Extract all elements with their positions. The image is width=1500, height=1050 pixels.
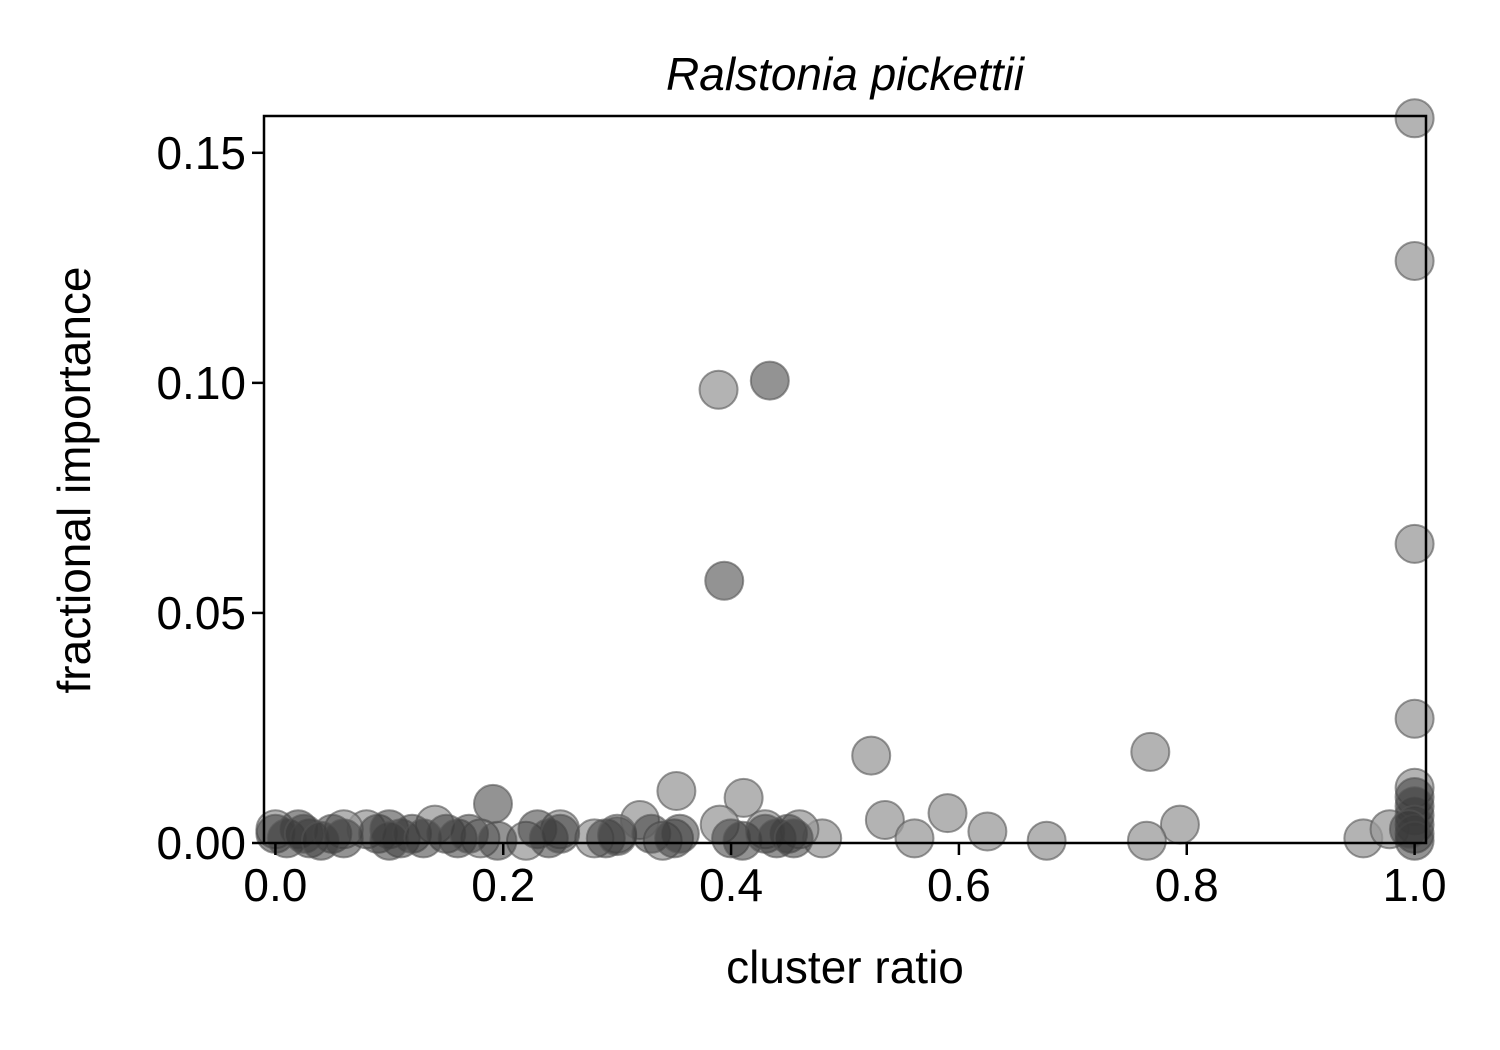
data-point	[927, 793, 968, 834]
data-point	[749, 360, 790, 401]
x-tick-label: 1.0	[1383, 859, 1447, 911]
chart-title: Ralstonia pickettii	[666, 48, 1026, 100]
data-point	[300, 820, 341, 861]
data-point	[540, 813, 581, 854]
plot-frame	[262, 114, 1428, 845]
data-point	[1126, 820, 1167, 861]
y-tick-label: 0.15	[156, 127, 246, 179]
x-tick-label: 0.4	[699, 859, 763, 911]
data-point	[723, 777, 764, 818]
data-point	[967, 811, 1008, 852]
y-tick-label: 0.10	[156, 357, 246, 409]
y-tick-label: 0.00	[156, 817, 246, 869]
x-axis-label: cluster ratio	[726, 941, 964, 993]
data-point	[864, 799, 905, 840]
data-point	[1394, 98, 1435, 139]
data-point	[1394, 523, 1435, 564]
data-point	[369, 820, 410, 861]
x-axis-ticks: 0.0 0.2 0.4 0.6 0.8 1.0	[243, 843, 1447, 911]
data-point	[656, 771, 697, 812]
x-tick-label: 0.6	[927, 859, 991, 911]
data-point	[1394, 240, 1435, 281]
y-axis-label: fractional importance	[48, 267, 100, 694]
x-tick-label: 0.0	[243, 859, 307, 911]
data-point	[659, 813, 700, 854]
x-tick-label: 0.2	[471, 859, 535, 911]
data-point	[894, 818, 935, 859]
data-point	[403, 818, 444, 859]
data-point	[477, 820, 518, 861]
data-point	[597, 816, 638, 857]
data-point	[1130, 731, 1171, 772]
data-point	[773, 818, 814, 859]
data-point	[1026, 820, 1067, 861]
x-tick-label: 0.8	[1155, 859, 1219, 911]
y-axis-ticks: 0.00 0.05 0.10 0.15	[156, 127, 264, 869]
data-point	[1394, 698, 1435, 739]
scatter-points	[255, 98, 1435, 861]
data-point	[704, 560, 745, 601]
data-point	[698, 369, 739, 410]
y-tick-label: 0.05	[156, 587, 246, 639]
data-point	[851, 735, 892, 776]
data-point	[1388, 809, 1429, 850]
